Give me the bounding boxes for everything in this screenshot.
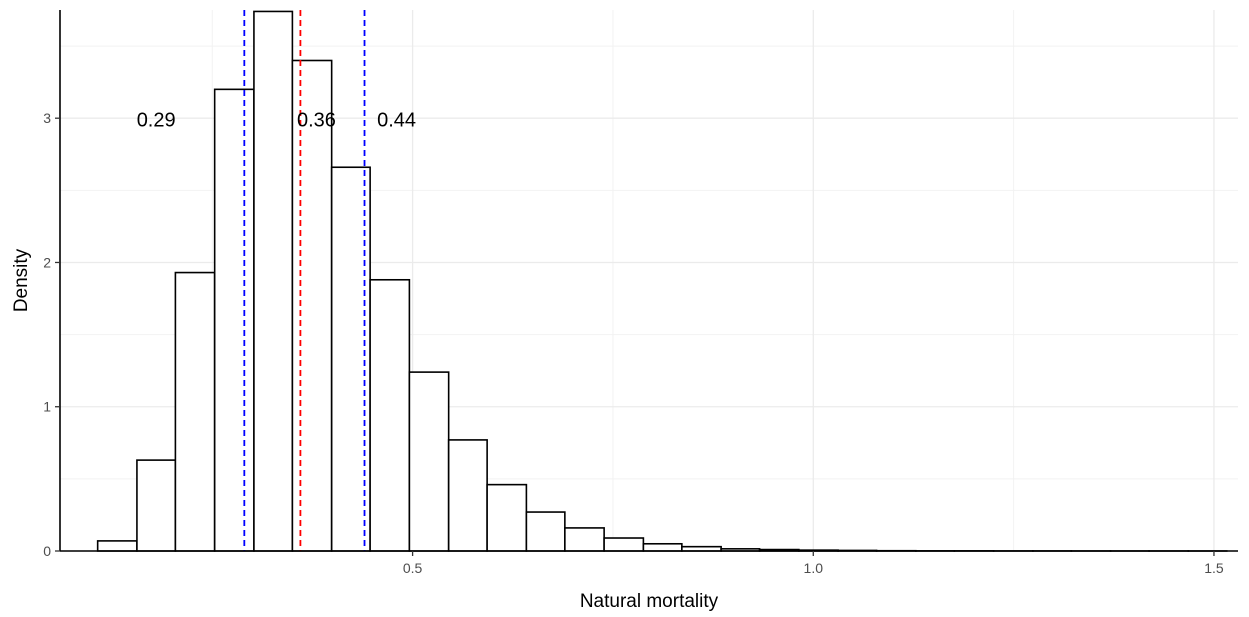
x-tick-label: 1.5 <box>1204 560 1224 576</box>
reference-label-lower-quantile: 0.29 <box>137 110 176 132</box>
histogram-bar <box>603 537 645 552</box>
histogram-bar <box>525 511 566 552</box>
reference-lines <box>243 10 366 551</box>
y-tick-label: 1 <box>43 399 51 415</box>
reference-labels: 0.29 0.36 0.44 <box>137 110 416 132</box>
x-tick-label: 1.0 <box>804 560 824 576</box>
histogram-bar <box>136 459 177 552</box>
histogram-bar <box>447 439 488 552</box>
x-axis-title: Natural mortality <box>580 591 719 612</box>
y-tick-label: 3 <box>43 110 51 126</box>
histogram-bar <box>96 540 138 552</box>
x-tick-label: 0.5 <box>403 560 423 576</box>
histogram-bar <box>564 527 605 552</box>
histogram-bar <box>174 271 216 552</box>
x-axis-ticks: 0.5 1.0 1.5 <box>403 551 1224 576</box>
y-axis-title: Density <box>11 248 32 312</box>
histogram-bar <box>486 483 528 552</box>
y-axis-ticks: 0 1 2 3 <box>43 110 60 559</box>
reference-label-median: 0.36 <box>297 110 336 132</box>
histogram-bar <box>291 59 333 552</box>
histogram-bar <box>253 10 294 552</box>
histogram-bar <box>369 278 411 552</box>
y-tick-label: 2 <box>43 254 51 270</box>
histogram-bar <box>408 371 450 552</box>
histogram-bar <box>213 88 255 552</box>
y-tick-label: 0 <box>43 543 51 559</box>
reference-label-upper-quantile: 0.44 <box>377 110 416 132</box>
histogram-bar <box>642 542 683 552</box>
